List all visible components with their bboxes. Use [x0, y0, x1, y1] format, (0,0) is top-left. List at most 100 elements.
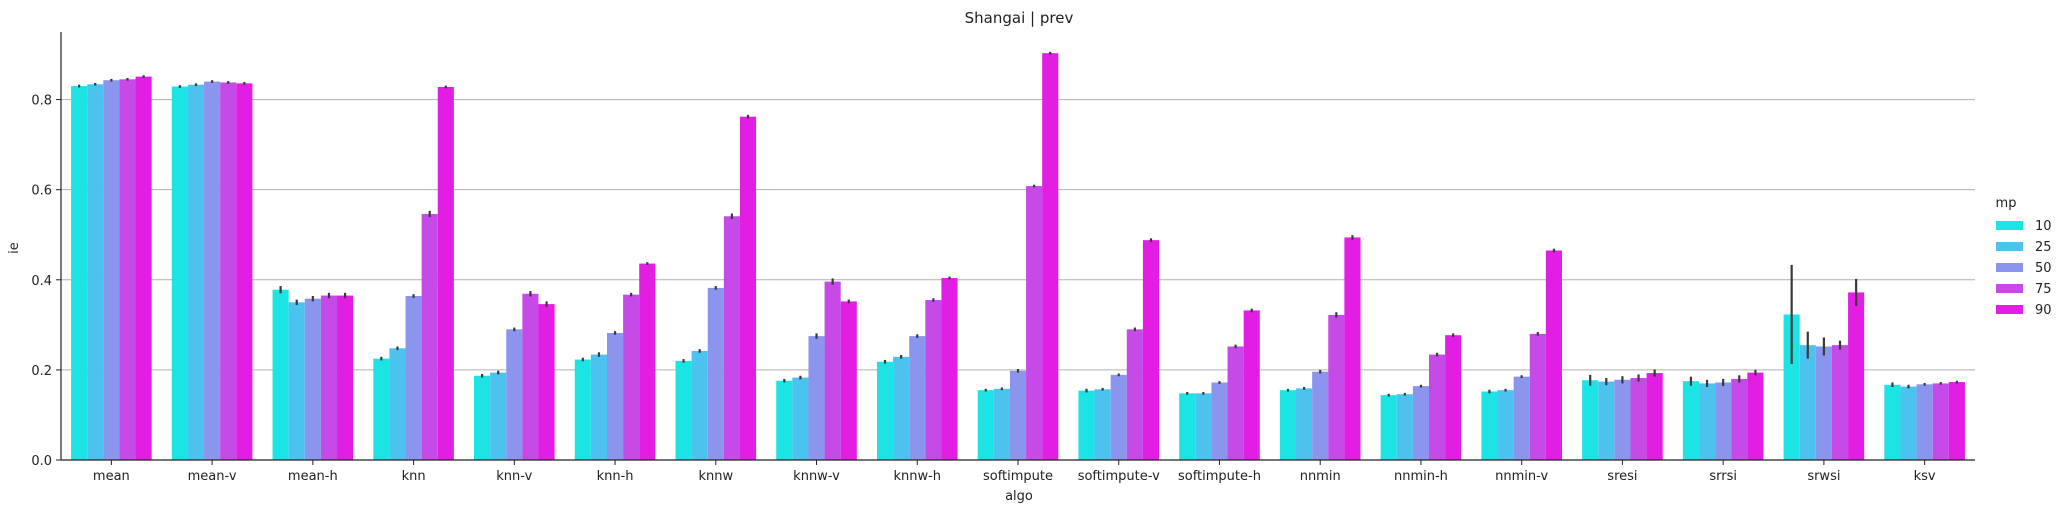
legend-label: 10: [2035, 219, 2052, 234]
bar: [723, 216, 740, 460]
y-tick-label: 0.2: [31, 364, 52, 379]
y-tick-label: 0.4: [31, 274, 52, 289]
bar: [623, 294, 640, 460]
bar: [1312, 371, 1329, 460]
bar: [1916, 384, 1933, 460]
bar: [389, 348, 406, 460]
bar: [1078, 390, 1095, 460]
bar: [1481, 391, 1498, 460]
x-tick-label: knn: [402, 469, 426, 484]
bar: [1179, 393, 1196, 460]
bar: [739, 116, 757, 460]
bar: [1831, 345, 1849, 460]
error-bars: [78, 51, 1958, 397]
y-tick-label: 0.8: [31, 94, 52, 109]
bar: [909, 336, 926, 460]
x-tick-label: ksv: [1914, 469, 1936, 484]
bar: [675, 360, 692, 460]
x-tick-label: srrsi: [1709, 469, 1737, 484]
bar: [1545, 250, 1562, 460]
bar: [288, 302, 305, 460]
y-axis-label: ie: [7, 242, 22, 254]
bar: [1799, 345, 1816, 460]
bar: [691, 350, 708, 460]
bar: [808, 336, 825, 460]
bar: [220, 82, 237, 460]
bar: [1715, 382, 1732, 460]
bar: [1646, 373, 1663, 460]
bar: [776, 380, 793, 460]
bar: [1380, 395, 1397, 460]
bar: [506, 329, 523, 460]
bar: [204, 81, 221, 460]
x-tick-label: knn-v: [496, 469, 532, 484]
bar: [1126, 329, 1143, 460]
bar: [236, 83, 253, 461]
bar: [1497, 390, 1514, 460]
bar: [421, 214, 438, 460]
x-tick-label: knnw-v: [793, 469, 840, 484]
legend-label: 75: [2035, 282, 2052, 297]
legend-swatch: [1996, 221, 2023, 230]
bar: [1279, 390, 1297, 460]
bar: [103, 80, 120, 461]
x-tick-label: mean: [93, 469, 130, 484]
legend-swatch: [1996, 305, 2023, 314]
bar: [320, 295, 338, 460]
bar: [1582, 380, 1599, 460]
x-tick-label: srwsi: [1807, 469, 1840, 484]
bar: [1731, 378, 1748, 460]
bar: [993, 388, 1010, 460]
x-tick-label: softimpute-h: [1178, 469, 1261, 484]
bar: [538, 304, 555, 460]
bar: [272, 289, 289, 460]
bar: [373, 358, 390, 460]
bar: [1195, 393, 1212, 460]
bar: [1884, 384, 1901, 460]
chart-title: Shangai | prev: [965, 9, 1074, 27]
bar: [1948, 382, 1965, 460]
bar: [1529, 333, 1546, 460]
bars: [71, 53, 1965, 461]
bar: [1243, 310, 1260, 460]
bar: [1142, 240, 1160, 460]
bar: [522, 293, 539, 460]
legend-label: 90: [2035, 303, 2052, 318]
legend-title: mp: [1996, 196, 2017, 211]
axes: 0.0 0.2 0.4 0.6 0.8 mean mean-v mean-h knn knn-v k…: [31, 32, 1975, 484]
y-tick-label: 0.6: [31, 184, 52, 199]
bar: [1598, 381, 1615, 460]
x-tick-label: nnmin: [1300, 469, 1341, 484]
bar: [119, 79, 136, 460]
bar: [1783, 314, 1800, 460]
bar: [574, 359, 591, 460]
bar: [1698, 383, 1716, 460]
bar: [1900, 386, 1917, 460]
bar: [1009, 370, 1027, 460]
x-tick-label: nnmin-v: [1495, 469, 1548, 484]
bar: [171, 86, 188, 461]
bar: [893, 356, 910, 460]
bar: [1630, 378, 1647, 460]
bar: [1094, 389, 1111, 460]
x-tick-label: knnw: [698, 469, 733, 484]
bar: [1328, 314, 1345, 460]
x-tick-label: sresi: [1607, 469, 1637, 484]
x-tick-label: knn-h: [597, 469, 634, 484]
bar: [87, 84, 104, 461]
bar: [474, 375, 491, 460]
bar: [925, 300, 942, 460]
x-axis-label: algo: [1005, 489, 1033, 504]
bar: [187, 84, 205, 460]
legend-swatch: [1996, 242, 2023, 251]
bar: [1513, 376, 1530, 460]
bar: [1026, 186, 1043, 460]
bar: [977, 390, 994, 460]
bar: [1296, 388, 1313, 460]
bar: [792, 377, 809, 460]
x-tick-label: softimpute: [983, 469, 1053, 484]
legend-swatch: [1996, 263, 2023, 272]
legend-label: 25: [2035, 240, 2052, 255]
bar: [1614, 379, 1631, 460]
